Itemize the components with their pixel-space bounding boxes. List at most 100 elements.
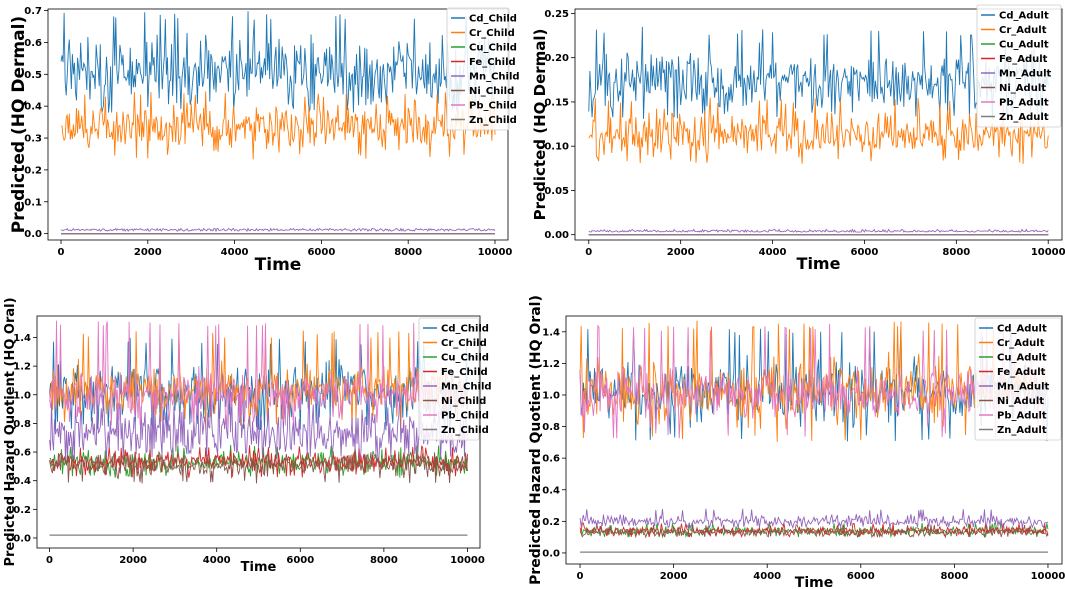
y-tick-label: 1.4 (542, 327, 560, 338)
legend-label: Cd_Child (469, 14, 517, 25)
legend-box (976, 4, 1062, 128)
y-tick-label: 0.05 (544, 186, 569, 197)
x-tick-label: 10000 (1031, 247, 1065, 258)
x-tick-label: 0 (58, 247, 65, 258)
y-tick-label: 0.4 (24, 102, 42, 113)
y-axis-title: Predicted (HQ Dermal) (9, 16, 29, 233)
y-tick-label: 0.20 (544, 53, 569, 64)
x-tick-label: 4000 (221, 247, 249, 258)
x-tick-label: 0 (585, 247, 592, 258)
series-mn-adult (588, 228, 1049, 233)
legend-label: Fe_Child (441, 367, 488, 378)
x-tick-label: 4000 (203, 555, 231, 566)
series-mn-child (60, 227, 496, 233)
y-tick-label: 0.2 (13, 505, 31, 516)
legend-label: Mn_Adult (997, 382, 1050, 393)
legend-label: Cu_Child (441, 353, 489, 364)
x-tick-label: 10000 (1031, 571, 1065, 582)
chart-p3: 0 2000 4000 6000 8000 10000 0.0 0.2 0.4 0.6 0.8 1.0… (3, 297, 492, 575)
x-tick-label: 8000 (370, 555, 398, 566)
axes-frame (36, 315, 481, 549)
legend-label: Cu_Child (469, 43, 517, 54)
chart-p2: 0 2000 4000 6000 8000 10000 0.00 0.05 0.10 0.15 0.… (531, 4, 1065, 273)
y-tick-label: 0.15 (544, 97, 569, 108)
y-tick-label: 1.0 (542, 390, 560, 401)
legend-label: Zn_Adult (999, 112, 1049, 123)
x-tick-label: 10000 (450, 555, 485, 566)
x-tick-label: 10000 (478, 247, 513, 258)
series-pb-child (49, 320, 468, 427)
y-tick-label: 0.6 (542, 454, 560, 465)
y-tick-label: 0.6 (13, 448, 31, 459)
series-cd-child (60, 11, 496, 113)
y-tick-label: 0.10 (544, 142, 569, 153)
y-tick-label: 0.1 (24, 197, 42, 208)
legend-label: Pb_Adult (999, 98, 1049, 109)
x-axis-title: Time (255, 255, 302, 275)
y-tick-label: 1.0 (13, 390, 31, 401)
series-pb-adult (579, 323, 1049, 439)
y-tick-label: 0.6 (24, 38, 42, 49)
axes-frame (565, 315, 1063, 565)
legend-label: Cu_Adult (999, 40, 1049, 51)
legend-label: Cd_Child (441, 324, 489, 335)
y-tick-label: 0.3 (24, 134, 42, 145)
x-tick-label: 2000 (660, 571, 688, 582)
series-mn-adult (579, 508, 1049, 530)
x-tick-label: 8000 (940, 571, 968, 582)
legend-label: Cr_Adult (999, 25, 1047, 36)
legend-label: Cr_Child (441, 338, 487, 349)
x-tick-label: 2000 (134, 247, 162, 258)
y-tick-label: 1.4 (13, 333, 31, 344)
x-tick-label: 2000 (119, 555, 147, 566)
legend-label: Mn_Child (469, 72, 520, 83)
y-tick-label: 0.25 (544, 9, 569, 20)
x-tick-label: 8000 (942, 247, 970, 258)
series-cr-child (60, 90, 496, 160)
x-axis-title: Time (797, 254, 841, 273)
legend-box (446, 7, 510, 131)
series-group (60, 11, 496, 235)
legend: Cd_Adult Cr_Adult Cu_Adult Fe_Adult Mn_Adult… (976, 4, 1062, 128)
series-cr-adult (579, 320, 1049, 442)
series-group (579, 320, 1049, 553)
y-axis-title: Predicted Hazard Quotient (HQ Oral) (3, 297, 18, 566)
legend-label: Fe_Child (469, 57, 516, 68)
x-tick-label: 6000 (286, 555, 314, 566)
legend-box (974, 317, 1062, 441)
y-tick-label: 0.4 (13, 476, 31, 487)
legend-label: Cd_Adult (997, 324, 1047, 335)
legend-label: Zn_Child (441, 425, 489, 436)
legend-label: Zn_Adult (997, 425, 1047, 436)
legend-label: Ni_Adult (999, 83, 1046, 94)
y-tick-label: 1.2 (13, 362, 31, 373)
y-axis-title: Predicted Hazard Quotient (HQ Oral) (528, 295, 544, 585)
legend-label: Cu_Adult (997, 353, 1047, 364)
y-tick-label: 0.2 (24, 165, 42, 176)
series-cu-child (49, 444, 468, 478)
x-tick-label: 8000 (394, 247, 422, 258)
y-axis-title: Predicted (HQ Dermal) (531, 29, 549, 221)
legend-label: Ni_Adult (997, 396, 1044, 407)
x-axis-title: Time (795, 575, 833, 589)
legend-label: Pb_Child (441, 411, 489, 422)
y-tick-label: 0.8 (13, 419, 31, 430)
legend: Cd_Adult Cr_Adult Cu_Adult Fe_Adult Mn_Adult… (974, 317, 1062, 441)
series-mn-child (49, 387, 468, 460)
x-tick-label: 0 (46, 555, 53, 566)
y-tick-label: 0.0 (13, 533, 31, 544)
legend-label: Pb_Child (469, 101, 517, 112)
series-ni-child (49, 450, 468, 484)
x-tick-label: 6000 (847, 571, 875, 582)
legend-label: Cd_Adult (999, 11, 1049, 22)
x-tick-label: 4000 (753, 571, 781, 582)
chart-p1: 0 2000 4000 6000 8000 10000 0.0 0.1 0.2 0.3 0.4 0.5… (9, 6, 520, 275)
series-group (49, 320, 468, 536)
y-tick-label: 0.0 (24, 229, 42, 240)
legend-label: Fe_Adult (999, 54, 1048, 65)
legend-label: Cr_Adult (997, 338, 1045, 349)
series-fe-adult (579, 522, 1049, 539)
legend-label: Ni_Child (469, 86, 514, 97)
axes-frame (574, 8, 1063, 241)
